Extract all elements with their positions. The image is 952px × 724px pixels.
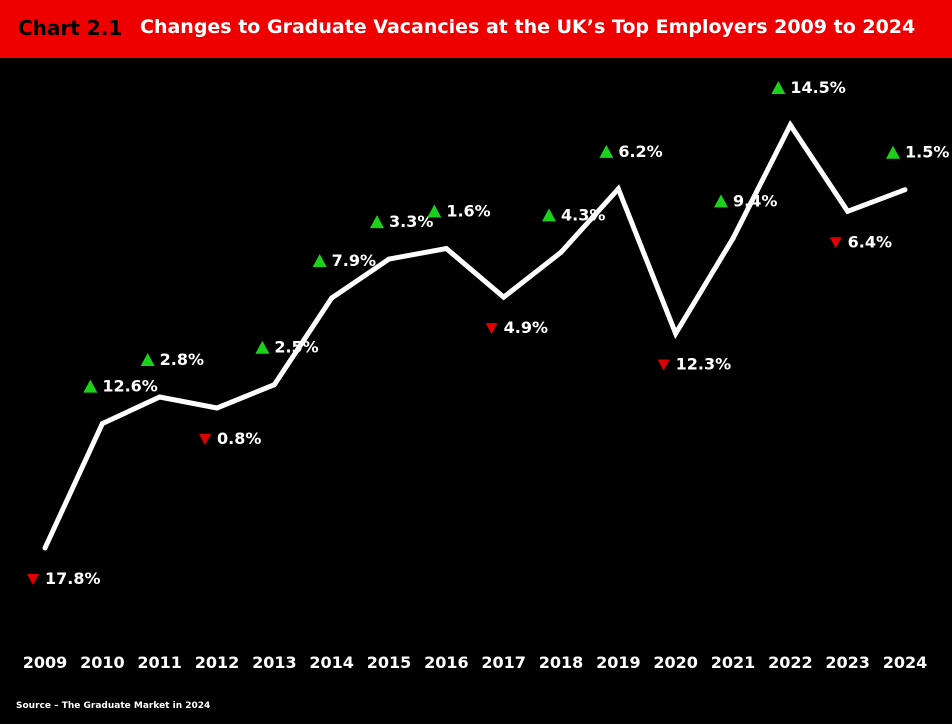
change-label-2020: 12.3% xyxy=(657,355,732,374)
change-label-2012: 0.8% xyxy=(199,429,261,448)
change-label-2022: 14.5% xyxy=(771,78,846,97)
up-triangle-icon xyxy=(370,215,384,229)
series-line xyxy=(42,120,906,550)
up-triangle-icon xyxy=(140,352,155,366)
change-label-2009: 17.8% xyxy=(27,569,101,588)
up-triangle-icon xyxy=(771,81,786,94)
change-value-label: 9.4% xyxy=(733,191,777,210)
down-triangle-icon xyxy=(829,237,842,249)
down-triangle-icon xyxy=(485,323,498,335)
x-tick-label: 2024 xyxy=(883,653,928,672)
change-value-label: 1.6% xyxy=(446,202,490,221)
x-tick-label: 2018 xyxy=(539,653,584,672)
x-tick-label: 2010 xyxy=(80,653,125,672)
change-value-label: 2.5% xyxy=(274,338,318,357)
up-triangle-icon xyxy=(312,254,327,268)
change-label-2017: 4.9% xyxy=(485,318,548,337)
change-label-2013: 2.5% xyxy=(255,338,319,357)
x-tick-label: 2012 xyxy=(195,653,240,672)
up-triangle-icon xyxy=(255,340,270,354)
data-point-2013 xyxy=(271,382,277,388)
change-value-label: 17.8% xyxy=(45,569,101,588)
data-point-2014 xyxy=(329,295,335,301)
data-point-2016 xyxy=(443,246,449,252)
change-value-label: 6.4% xyxy=(848,232,892,251)
change-label-2019: 6.2% xyxy=(599,142,663,161)
up-triangle-icon xyxy=(599,144,614,158)
x-tick-label: 2011 xyxy=(137,653,182,672)
change-value-label: 12.6% xyxy=(102,377,158,396)
down-triangle-icon xyxy=(199,433,211,445)
data-point-2009 xyxy=(42,545,48,551)
change-label-2010: 12.6% xyxy=(83,377,158,396)
change-value-label: 4.9% xyxy=(504,318,548,337)
data-point-2015 xyxy=(386,256,392,262)
chart-title: Changes to Graduate Vacancies at the UK’… xyxy=(140,16,916,38)
up-triangle-icon xyxy=(427,204,442,218)
data-point-2021 xyxy=(730,235,736,241)
x-tick-label: 2020 xyxy=(653,653,698,672)
data-point-2022 xyxy=(787,122,793,128)
x-tick-label: 2013 xyxy=(252,653,297,672)
change-label-2021: 9.4% xyxy=(714,191,777,210)
up-triangle-icon xyxy=(542,208,556,222)
data-point-2012 xyxy=(214,405,220,411)
data-point-2020 xyxy=(673,331,679,337)
down-triangle-icon xyxy=(657,359,670,371)
x-tick-label: 2015 xyxy=(367,653,412,672)
x-tick-label: 2017 xyxy=(481,653,526,672)
x-tick-label: 2023 xyxy=(825,653,870,672)
change-label-2018: 4.3% xyxy=(542,205,605,224)
change-label-2015: 3.3% xyxy=(370,212,433,231)
data-point-2010 xyxy=(99,421,105,427)
data-point-2018 xyxy=(558,249,564,255)
change-value-label: 2.8% xyxy=(160,350,204,369)
x-tick-label: 2016 xyxy=(424,653,469,672)
change-value-label: 3.3% xyxy=(389,212,433,231)
data-point-2019 xyxy=(615,186,621,192)
x-tick-label: 2019 xyxy=(596,653,641,672)
down-triangle-icon xyxy=(27,574,39,585)
change-label-2023: 6.4% xyxy=(829,232,892,251)
up-triangle-icon xyxy=(886,145,900,159)
x-tick-label: 2014 xyxy=(309,653,354,672)
x-tick-label: 2021 xyxy=(711,653,756,672)
up-triangle-icon xyxy=(714,194,728,208)
change-value-label: 6.2% xyxy=(618,142,662,161)
data-point-2017 xyxy=(501,294,507,300)
change-value-label: 7.9% xyxy=(332,251,376,270)
data-point-2024 xyxy=(902,187,908,193)
chart-header: Chart 2.1 Changes to Graduate Vacancies … xyxy=(0,0,952,58)
change-value-label: 0.8% xyxy=(217,429,261,448)
change-value-label: 12.3% xyxy=(676,355,732,374)
chart-number-label: Chart 2.1 xyxy=(18,16,123,40)
change-label-2024: 1.5% xyxy=(886,143,949,162)
change-label-2014: 7.9% xyxy=(312,251,376,270)
x-tick-label: 2009 xyxy=(23,653,68,672)
change-value-label: 1.5% xyxy=(905,143,949,162)
change-value-label: 14.5% xyxy=(790,78,846,97)
data-point-2023 xyxy=(845,208,851,214)
change-label-2016: 1.6% xyxy=(427,202,491,221)
source-note: Source – The Graduate Market in 2024 xyxy=(16,701,211,711)
x-tick-label: 2022 xyxy=(768,653,813,672)
change-label-2011: 2.8% xyxy=(140,350,204,369)
change-value-label: 4.3% xyxy=(561,205,605,224)
data-point-2011 xyxy=(157,394,163,400)
up-triangle-icon xyxy=(83,379,98,393)
